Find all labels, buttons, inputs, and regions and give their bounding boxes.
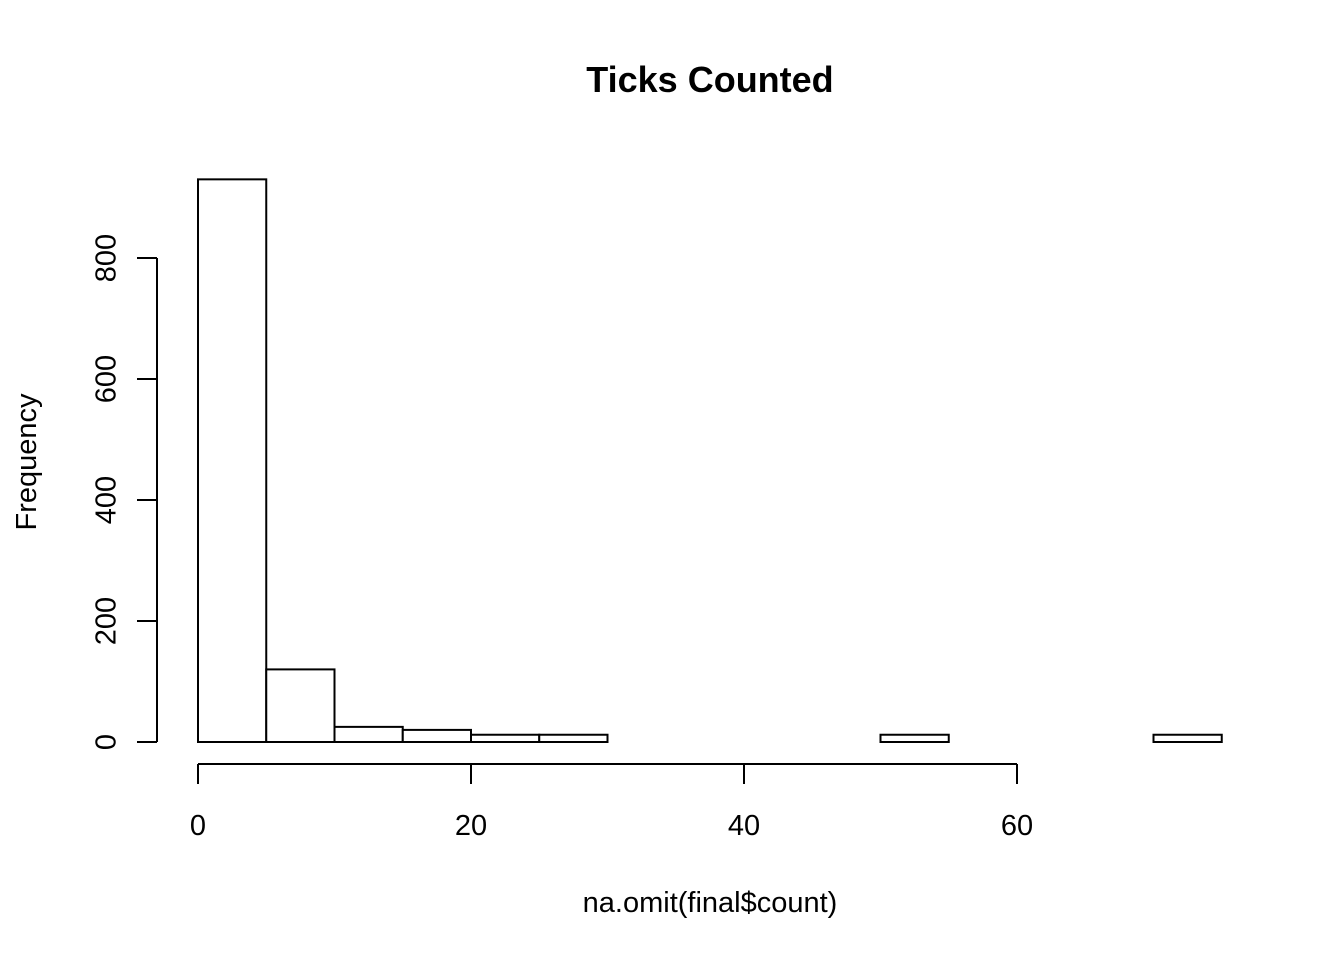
- histogram-bar-5-10: [265, 668, 336, 744]
- x-axis-label: na.omit(final$count): [583, 887, 838, 919]
- histogram-bar-10-15: [333, 725, 404, 743]
- y-tick-label-0: 0: [91, 734, 123, 750]
- x-tick-label-20: 20: [455, 810, 487, 842]
- histogram-bar-20-25: [470, 733, 541, 743]
- histogram-bar-0-5: [197, 178, 268, 744]
- y-tick-label-400: 400: [91, 476, 123, 524]
- x-tick-label-40: 40: [728, 810, 760, 842]
- x-tick-label-0: 0: [190, 810, 206, 842]
- histogram-bar-25-30: [538, 733, 609, 743]
- chart-title: Ticks Counted: [586, 59, 833, 100]
- histogram-bar-15-20: [401, 728, 472, 744]
- histogram-bar-50-55: [879, 733, 950, 743]
- x-axis: 0 20 40 60: [190, 763, 1033, 842]
- y-tick-label-600: 600: [91, 355, 123, 403]
- y-tick-label-200: 200: [91, 597, 123, 645]
- y-axis: 0 200 400 600 800: [91, 234, 158, 750]
- histogram-bars: [197, 178, 1223, 744]
- x-tick-label-60: 60: [1001, 810, 1033, 842]
- y-tick-label-800: 800: [91, 234, 123, 282]
- y-axis-label: Frequency: [11, 393, 43, 531]
- histogram-bar-70-75: [1152, 733, 1223, 743]
